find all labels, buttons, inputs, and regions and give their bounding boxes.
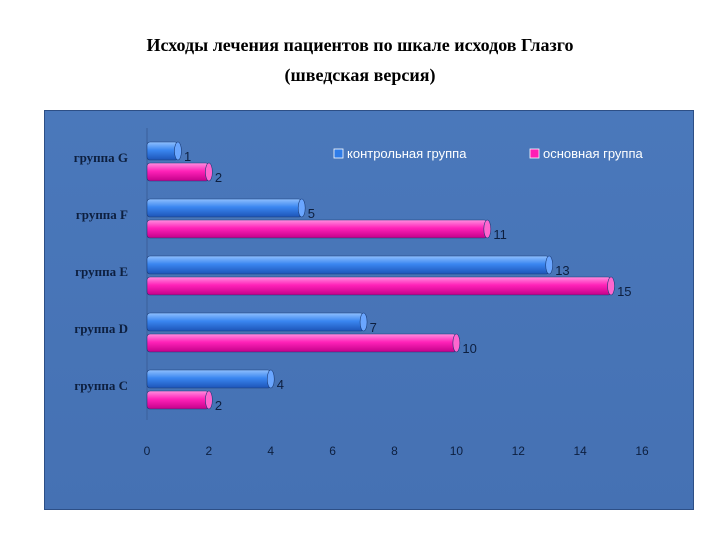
bar-control (146, 369, 272, 389)
data-label-treatment: 11 (493, 227, 507, 242)
data-label-control: 13 (555, 263, 569, 278)
bar-cap-control (266, 369, 275, 389)
bar-control (146, 255, 550, 275)
data-label-treatment: 2 (215, 170, 222, 185)
bar-treatment (146, 219, 488, 239)
bar-treatment (146, 162, 210, 182)
data-label-treatment: 10 (462, 341, 476, 356)
x-tick-label: 4 (267, 444, 274, 458)
data-label-treatment: 15 (617, 284, 631, 299)
bar-cap-control (297, 198, 306, 218)
data-label-control: 1 (184, 149, 191, 164)
data-label-treatment: 2 (215, 398, 222, 413)
bar-control (146, 141, 179, 161)
category-label: группа D (74, 321, 128, 336)
legend-label-control: контрольная группа (347, 146, 467, 161)
legend-swatch-control (333, 148, 344, 159)
chart-title-line2: (шведская версия) (284, 65, 436, 85)
category-label: группа E (75, 264, 128, 279)
x-tick-label: 8 (391, 444, 398, 458)
x-tick-label: 2 (206, 444, 213, 458)
data-label-control: 4 (277, 377, 284, 392)
legend-swatch-treatment (529, 148, 540, 159)
bar-cap-treatment (205, 162, 213, 182)
category-label: группа F (76, 207, 128, 222)
chart-title-line1: Исходы лечения пациентов по шкале исходо… (146, 35, 574, 55)
x-tick-label: 14 (573, 444, 587, 458)
x-tick-label: 16 (635, 444, 649, 458)
bar-cap-control (545, 255, 553, 275)
data-label-control: 7 (370, 320, 377, 335)
legend: контрольная группа основная группа (333, 146, 644, 161)
bar-control (146, 198, 302, 218)
chart-title: Исходы лечения пациентов по шкале исходо… (0, 30, 720, 90)
bar-treatment (146, 276, 612, 296)
bar-cap-control (359, 312, 368, 332)
x-tick-label: 0 (144, 444, 151, 458)
category-label: группа G (74, 150, 128, 165)
bar-control (146, 312, 364, 332)
bar-cap-treatment (483, 219, 492, 239)
x-tick-label: 6 (329, 444, 336, 458)
bar-cap-treatment (607, 276, 615, 296)
bar-cap-control (174, 141, 182, 161)
bar-cap-treatment (205, 390, 213, 410)
data-label-control: 5 (308, 206, 315, 221)
category-label: группа C (74, 378, 128, 393)
legend-label-treatment: основная группа (543, 146, 644, 161)
bar-cap-treatment (452, 333, 461, 353)
bar-treatment (146, 390, 210, 410)
bar-treatment (146, 333, 457, 353)
x-tick-label: 12 (512, 444, 526, 458)
x-tick-label: 10 (450, 444, 464, 458)
